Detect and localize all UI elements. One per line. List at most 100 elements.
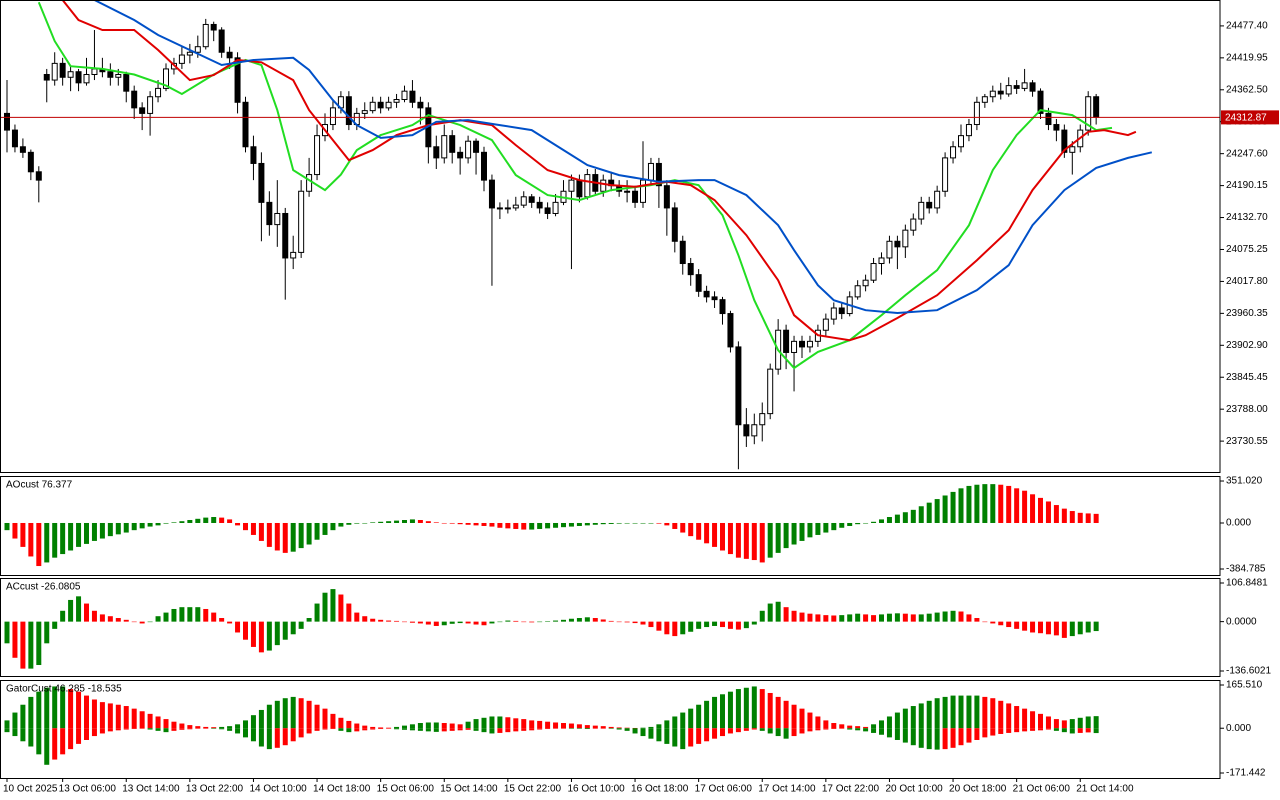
histogram-bar — [521, 621, 527, 623]
histogram-bar — [378, 619, 384, 622]
histogram-bar — [505, 717, 511, 729]
histogram-bar — [52, 686, 58, 729]
y-tick-label: -384.785 — [1226, 564, 1266, 575]
histogram-bar — [1045, 728, 1051, 730]
histogram-bar — [656, 621, 662, 631]
histogram-bar — [1006, 621, 1012, 628]
candle-body — [441, 135, 448, 159]
histogram-bar — [815, 614, 821, 622]
histogram-bar — [998, 700, 1004, 729]
histogram-bar — [648, 726, 654, 729]
histogram-bar — [107, 522, 113, 537]
histogram-bar — [648, 522, 654, 524]
histogram-bar — [370, 618, 376, 622]
candle-body — [178, 54, 185, 64]
histogram-bar — [362, 725, 368, 729]
histogram-bar — [1053, 728, 1059, 731]
histogram-bar — [4, 720, 10, 729]
histogram-bar — [743, 522, 749, 559]
histogram-bar — [576, 728, 582, 729]
histogram-bar — [107, 728, 113, 732]
histogram-bar — [791, 704, 797, 729]
histogram-bar — [171, 721, 177, 729]
candle-body — [981, 96, 988, 103]
histogram-bar — [879, 614, 884, 622]
candle-body — [306, 174, 313, 192]
histogram-bar — [473, 728, 479, 731]
y-tick-label: 24017.80 — [1226, 276, 1268, 287]
histogram-bar — [823, 522, 829, 533]
histogram-bar — [807, 712, 813, 729]
histogram-bar — [807, 522, 813, 538]
histogram-bar — [1053, 621, 1059, 636]
candle-body — [918, 201, 925, 220]
candle-body — [369, 101, 376, 112]
histogram-bar — [672, 621, 678, 637]
histogram-bar — [735, 728, 741, 733]
candle-body — [377, 101, 384, 109]
candle-body — [544, 207, 551, 214]
candle-body — [43, 73, 50, 81]
histogram-bar — [266, 704, 272, 729]
histogram-bar — [99, 702, 105, 729]
histogram-bar — [211, 727, 217, 729]
histogram-bar — [624, 728, 630, 731]
candle-body — [989, 90, 996, 98]
candle-body — [1037, 90, 1044, 114]
histogram-bar — [20, 704, 26, 729]
x-tick-label: 21 Oct 14:00 — [1076, 784, 1134, 795]
candle-body — [934, 190, 941, 209]
candle-body — [822, 318, 829, 331]
histogram-bar — [799, 708, 805, 729]
candle-body — [1093, 96, 1100, 118]
histogram-bar — [250, 728, 256, 742]
candle-body — [147, 96, 154, 114]
histogram-bar — [1014, 728, 1020, 733]
histogram-bar — [394, 520, 400, 523]
histogram-bar — [863, 728, 869, 732]
histogram-bar — [449, 728, 455, 731]
histogram-bar — [1061, 720, 1067, 729]
histogram-bar — [958, 488, 964, 523]
histogram-bar — [958, 695, 964, 729]
histogram-bar — [195, 726, 201, 729]
histogram-bar — [227, 728, 233, 731]
histogram-bar — [839, 615, 845, 622]
histogram-bar — [1077, 717, 1083, 729]
histogram-bar — [250, 621, 256, 647]
histogram-bar — [99, 728, 105, 734]
histogram-bar — [720, 694, 725, 729]
candle-body — [457, 151, 464, 159]
histogram-bar — [672, 716, 678, 729]
histogram-bar — [314, 522, 320, 540]
histogram-bar — [1006, 728, 1012, 733]
histogram-bar — [84, 728, 89, 740]
moving-average — [94, 0, 1153, 315]
histogram-bar — [52, 728, 58, 760]
histogram-bar — [147, 522, 153, 527]
histogram-bar — [179, 728, 185, 730]
histogram-bar — [76, 691, 82, 729]
histogram-bar — [1085, 728, 1091, 733]
histogram-bar — [402, 728, 407, 730]
histogram-bar — [195, 518, 201, 523]
histogram-bar — [982, 696, 988, 729]
histogram-bar — [187, 520, 193, 523]
histogram-bar — [274, 728, 280, 748]
histogram-bar — [743, 687, 749, 729]
histogram-bar — [28, 621, 34, 669]
histogram-bar — [1045, 501, 1051, 523]
histogram-bar — [847, 728, 853, 730]
x-tick-label: 14 Oct 10:00 — [249, 784, 307, 795]
histogram-bar — [664, 728, 670, 744]
histogram-bar — [203, 608, 209, 622]
histogram-bar — [521, 522, 527, 530]
candle-body — [791, 340, 798, 353]
histogram-bar — [855, 522, 861, 525]
histogram-bar — [1085, 513, 1091, 523]
histogram-bar — [545, 621, 551, 622]
histogram-bar — [926, 728, 932, 750]
histogram-bar — [823, 615, 829, 622]
y-tick-label: 24362.50 — [1226, 84, 1268, 95]
histogram-bar — [902, 512, 908, 523]
